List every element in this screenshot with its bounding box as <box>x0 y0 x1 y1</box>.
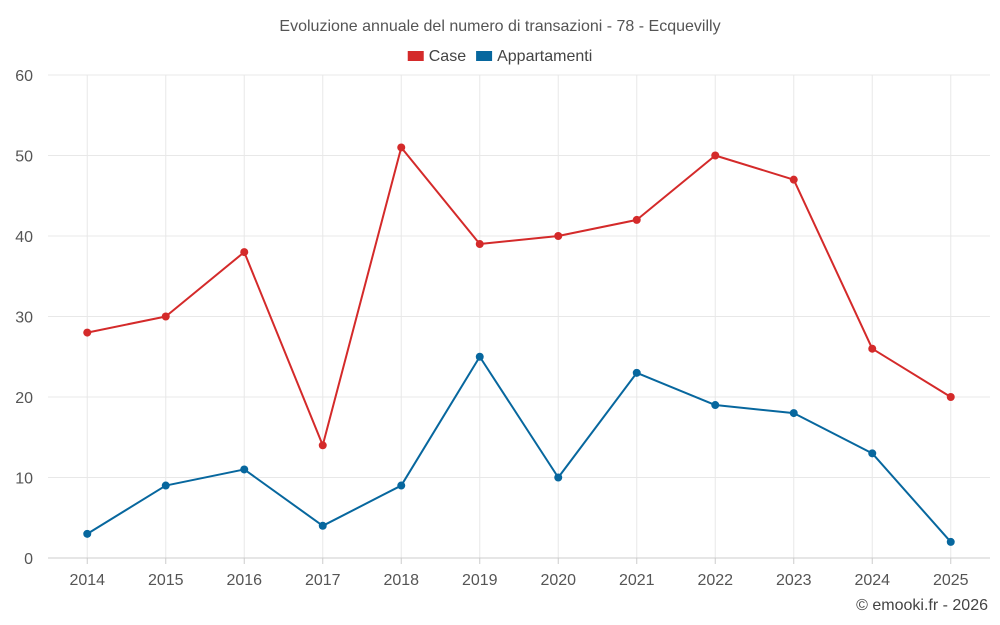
legend-label: Appartamenti <box>497 48 592 65</box>
legend: Case Appartamenti <box>407 48 592 65</box>
data-point[interactable] <box>83 529 92 538</box>
y-tick-label: 0 <box>24 551 33 568</box>
x-tick-label: 2016 <box>226 572 262 589</box>
data-point[interactable] <box>868 449 877 458</box>
data-point[interactable] <box>554 232 563 240</box>
x-tick-label: 2024 <box>854 572 890 589</box>
legend-swatch <box>476 51 493 61</box>
data-point[interactable] <box>240 248 249 257</box>
legend-swatch <box>407 51 424 61</box>
data-point[interactable] <box>475 352 484 361</box>
series-layer <box>83 143 955 546</box>
data-point[interactable] <box>161 312 170 321</box>
data-point[interactable] <box>318 521 327 530</box>
grid <box>48 74 990 559</box>
x-tick-label: 2025 <box>933 572 969 589</box>
data-point[interactable] <box>397 481 406 490</box>
x-tick-label: 2014 <box>69 572 105 589</box>
legend-item[interactable]: Case <box>407 48 466 65</box>
series-case <box>83 143 955 450</box>
x-tick-label: 2015 <box>148 572 184 589</box>
data-point[interactable] <box>397 143 406 152</box>
series-line <box>87 146 952 447</box>
data-point[interactable] <box>946 393 955 401</box>
y-tick-label: 30 <box>15 310 33 327</box>
data-point[interactable] <box>554 473 563 482</box>
x-tick-label: 2017 <box>305 572 341 589</box>
data-point[interactable] <box>161 481 170 490</box>
data-point[interactable] <box>83 328 92 337</box>
data-point[interactable] <box>475 240 484 249</box>
series-appartamenti <box>83 352 955 546</box>
data-point[interactable] <box>711 401 720 410</box>
x-tick-label: 2022 <box>697 572 733 589</box>
chart-title: Evoluzione annuale del numero di transaz… <box>279 18 720 35</box>
data-point[interactable] <box>868 344 877 353</box>
x-tick-label: 2023 <box>776 572 812 589</box>
data-point[interactable] <box>632 368 641 377</box>
axes: 0 10 20 30 40 50 60 2014 2015 2016 2017 2018 2019 202… <box>15 68 990 589</box>
data-point[interactable] <box>711 151 720 160</box>
data-point[interactable] <box>240 465 249 474</box>
series-line <box>86 355 952 543</box>
x-tick-label: 2021 <box>619 572 655 589</box>
y-tick-label: 60 <box>15 68 33 85</box>
data-point[interactable] <box>946 537 955 546</box>
data-point[interactable] <box>789 175 798 184</box>
data-point[interactable] <box>632 215 641 224</box>
data-point[interactable] <box>789 409 798 418</box>
data-point[interactable] <box>318 441 327 450</box>
x-tick-label: 2018 <box>383 572 419 589</box>
credit-label: © emooki.fr - 2026 <box>856 597 988 614</box>
legend-item[interactable]: Appartamenti <box>476 48 592 65</box>
y-tick-label: 20 <box>15 390 33 407</box>
y-tick-label: 10 <box>15 471 33 488</box>
x-tick-label: 2020 <box>540 572 576 589</box>
y-tick-label: 40 <box>15 229 33 246</box>
y-tick-label: 50 <box>15 149 33 166</box>
legend-label: Case <box>429 48 466 65</box>
x-tick-label: 2019 <box>462 572 498 589</box>
